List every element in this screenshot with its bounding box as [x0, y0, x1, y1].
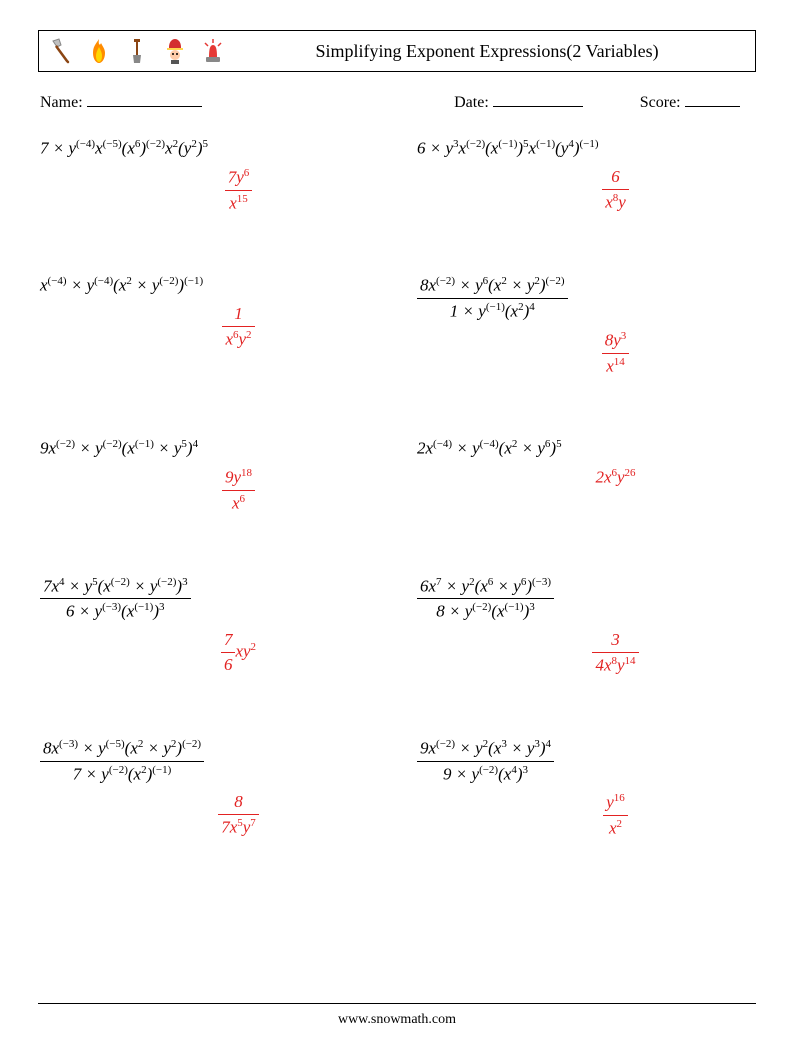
- date-field: Date:: [454, 92, 640, 112]
- footer-text: www.snowmath.com: [38, 1012, 756, 1028]
- date-label: Date:: [454, 94, 489, 111]
- problem-expression: 8x(−3) × y(−5)(x2 × y2)(−2)7 × y(−2)(x2)…: [40, 737, 377, 786]
- header-icons: [47, 35, 227, 67]
- problem-1: 7 × y(−4)x(−5)(x6)(−2)x2(y2)5 7y6x15: [40, 137, 377, 214]
- siren-icon: [199, 35, 227, 67]
- problem-expression: 6x7 × y2(x6 × y6)(−3)8 × y(−2)(x(−1))3: [417, 575, 754, 624]
- problem-3: x(−4) × y(−4)(x2 × y(−2))(−1) 1x6y2: [40, 274, 377, 377]
- problem-5: 9x(−2) × y(−2)(x(−1) × y5)4 9y18x6: [40, 437, 377, 514]
- problem-expression: 8x(−2) × y6(x2 × y2)(−2)1 × y(−1)(x2)4: [417, 274, 754, 323]
- problem-answer: 1x6y2: [40, 303, 377, 351]
- problem-expression: 7x4 × y5(x(−2) × y(−2))36 × y(−3)(x(−1))…: [40, 575, 377, 624]
- firefighter-icon: [161, 35, 189, 67]
- problem-expression: 6 × y3x(−2)(x(−1))5x(−1)(y4)(−1): [417, 137, 754, 160]
- problem-answer: 87x5y7: [40, 791, 377, 839]
- problem-answer: 9y18x6: [40, 466, 377, 515]
- problem-7: 7x4 × y5(x(−2) × y(−2))36 × y(−3)(x(−1))…: [40, 575, 377, 677]
- fire-icon: [85, 35, 113, 67]
- problem-answer: 8y3x14: [417, 329, 754, 378]
- shovel-icon: [123, 35, 151, 67]
- problem-8: 6x7 × y2(x6 × y6)(−3)8 × y(−2)(x(−1))3 34…: [417, 575, 754, 677]
- name-blank[interactable]: [87, 92, 202, 107]
- problem-answer: 7y6x15: [40, 166, 377, 215]
- name-label: Name:: [40, 94, 83, 111]
- problem-answer: 76xy2: [40, 629, 377, 676]
- problem-answer: 2x6y26: [417, 466, 754, 489]
- score-field: Score:: [640, 92, 754, 112]
- problem-answer: 34x8y14: [417, 629, 754, 677]
- problem-expression: 2x(−4) × y(−4)(x2 × y6)5: [417, 437, 754, 460]
- worksheet-page: Simplifying Exponent Expressions(2 Varia…: [0, 0, 794, 1053]
- problem-2: 6 × y3x(−2)(x(−1))5x(−1)(y4)(−1) 6x8y: [417, 137, 754, 214]
- axe-icon: [47, 35, 75, 67]
- problem-answer: y16x2: [417, 791, 754, 840]
- footer-line: [38, 1003, 756, 1004]
- problem-9: 8x(−3) × y(−5)(x2 × y2)(−2)7 × y(−2)(x2)…: [40, 737, 377, 840]
- name-field: Name:: [40, 92, 454, 112]
- score-label: Score:: [640, 94, 681, 111]
- problem-4: 8x(−2) × y6(x2 × y2)(−2)1 × y(−1)(x2)4 8y…: [417, 274, 754, 377]
- problem-expression: x(−4) × y(−4)(x2 × y(−2))(−1): [40, 274, 377, 297]
- date-blank[interactable]: [493, 92, 583, 107]
- footer: www.snowmath.com: [38, 1003, 756, 1028]
- problems-grid: 7 × y(−4)x(−5)(x6)(−2)x2(y2)5 7y6x15 6 × y…: [38, 137, 756, 840]
- problem-expression: 7 × y(−4)x(−5)(x6)(−2)x2(y2)5: [40, 137, 377, 160]
- worksheet-title: Simplifying Exponent Expressions(2 Varia…: [227, 41, 747, 62]
- problem-10: 9x(−2) × y2(x3 × y3)49 × y(−2)(x4)3 y16x2: [417, 737, 754, 840]
- header-box: Simplifying Exponent Expressions(2 Varia…: [38, 30, 756, 72]
- info-row: Name: Date: Score:: [38, 92, 756, 112]
- problem-6: 2x(−4) × y(−4)(x2 × y6)5 2x6y26: [417, 437, 754, 514]
- problem-expression: 9x(−2) × y2(x3 × y3)49 × y(−2)(x4)3: [417, 737, 754, 786]
- problem-expression: 9x(−2) × y(−2)(x(−1) × y5)4: [40, 437, 377, 460]
- score-blank[interactable]: [685, 92, 740, 107]
- problem-answer: 6x8y: [417, 166, 754, 214]
